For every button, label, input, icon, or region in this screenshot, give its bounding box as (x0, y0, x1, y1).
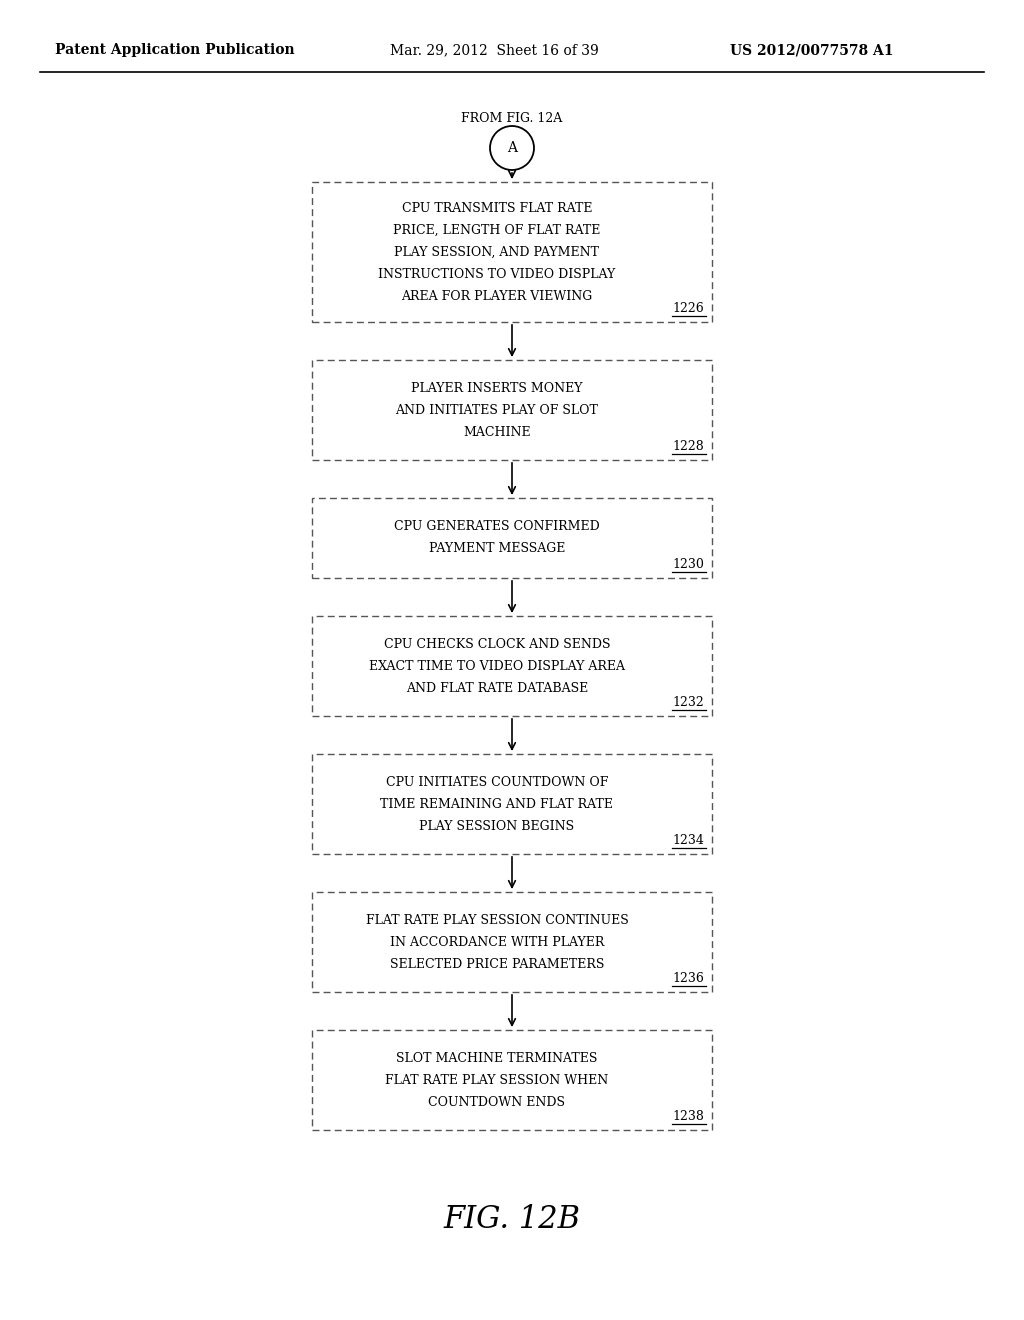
Text: 1228: 1228 (672, 440, 705, 453)
Text: CPU CHECKS CLOCK AND SENDS: CPU CHECKS CLOCK AND SENDS (384, 638, 610, 651)
Text: PRICE, LENGTH OF FLAT RATE: PRICE, LENGTH OF FLAT RATE (393, 223, 601, 236)
Text: US 2012/0077578 A1: US 2012/0077578 A1 (730, 44, 894, 57)
Text: Mar. 29, 2012  Sheet 16 of 39: Mar. 29, 2012 Sheet 16 of 39 (390, 44, 599, 57)
Text: FROM FIG. 12A: FROM FIG. 12A (462, 111, 562, 124)
Text: EXACT TIME TO VIDEO DISPLAY AREA: EXACT TIME TO VIDEO DISPLAY AREA (369, 660, 625, 672)
Bar (312, 892, 712, 993)
Text: AND FLAT RATE DATABASE: AND FLAT RATE DATABASE (406, 681, 588, 694)
Text: SLOT MACHINE TERMINATES: SLOT MACHINE TERMINATES (396, 1052, 598, 1064)
Text: PAYMENT MESSAGE: PAYMENT MESSAGE (429, 543, 565, 556)
Text: AREA FOR PLAYER VIEWING: AREA FOR PLAYER VIEWING (401, 289, 593, 302)
Text: 1226: 1226 (672, 301, 705, 314)
Text: PLAY SESSION, AND PAYMENT: PLAY SESSION, AND PAYMENT (394, 246, 599, 259)
Text: FLAT RATE PLAY SESSION WHEN: FLAT RATE PLAY SESSION WHEN (385, 1073, 608, 1086)
Text: 1234: 1234 (672, 833, 705, 846)
Text: INSTRUCTIONS TO VIDEO DISPLAY: INSTRUCTIONS TO VIDEO DISPLAY (379, 268, 615, 281)
Text: SELECTED PRICE PARAMETERS: SELECTED PRICE PARAMETERS (390, 957, 604, 970)
Text: CPU GENERATES CONFIRMED: CPU GENERATES CONFIRMED (394, 520, 600, 533)
Text: COUNTDOWN ENDS: COUNTDOWN ENDS (428, 1096, 565, 1109)
Bar (312, 1030, 712, 1130)
Bar (312, 754, 712, 854)
Text: FLAT RATE PLAY SESSION CONTINUES: FLAT RATE PLAY SESSION CONTINUES (366, 913, 629, 927)
Text: IN ACCORDANCE WITH PLAYER: IN ACCORDANCE WITH PLAYER (390, 936, 604, 949)
Text: PLAYER INSERTS MONEY: PLAYER INSERTS MONEY (412, 381, 583, 395)
Bar (312, 182, 712, 322)
Bar (312, 360, 712, 459)
Text: 1232: 1232 (672, 696, 705, 709)
Text: A: A (507, 141, 517, 154)
Bar (312, 498, 712, 578)
Text: CPU TRANSMITS FLAT RATE: CPU TRANSMITS FLAT RATE (401, 202, 592, 214)
Text: Patent Application Publication: Patent Application Publication (55, 44, 295, 57)
Text: PLAY SESSION BEGINS: PLAY SESSION BEGINS (420, 820, 574, 833)
Text: FIG. 12B: FIG. 12B (443, 1204, 581, 1236)
Text: TIME REMAINING AND FLAT RATE: TIME REMAINING AND FLAT RATE (381, 797, 613, 810)
Bar (312, 616, 712, 715)
Text: 1238: 1238 (672, 1110, 705, 1122)
Text: 1230: 1230 (672, 557, 705, 570)
Text: 1236: 1236 (672, 972, 705, 985)
Text: CPU INITIATES COUNTDOWN OF: CPU INITIATES COUNTDOWN OF (386, 776, 608, 788)
Text: MACHINE: MACHINE (463, 425, 530, 438)
Text: AND INITIATES PLAY OF SLOT: AND INITIATES PLAY OF SLOT (395, 404, 598, 417)
